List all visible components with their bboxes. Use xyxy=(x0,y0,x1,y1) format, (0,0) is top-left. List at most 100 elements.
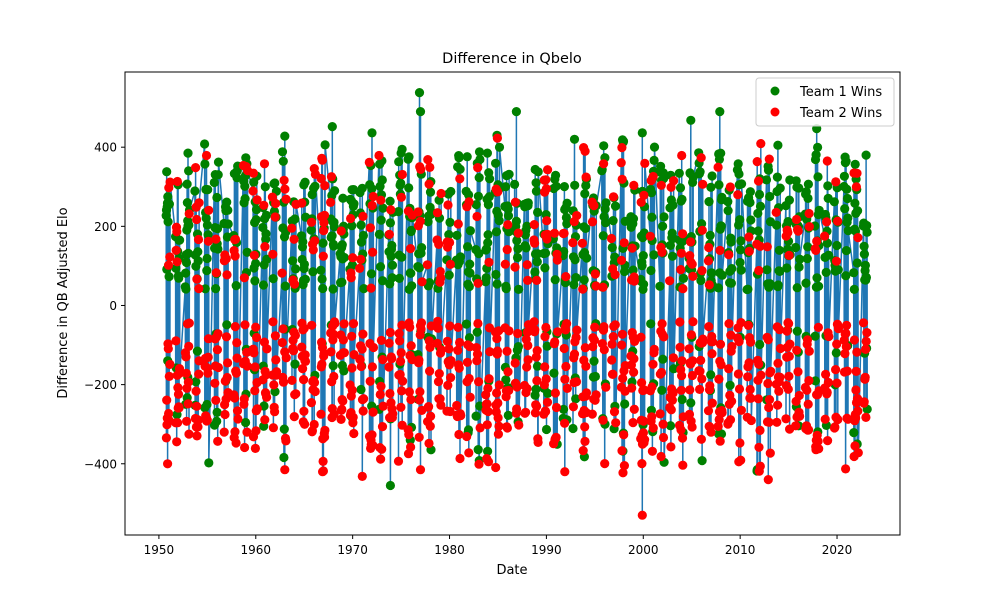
team2-win-point xyxy=(298,364,308,374)
team2-win-point xyxy=(415,465,426,475)
team1-win-point xyxy=(755,339,765,350)
team2-win-point xyxy=(640,158,650,168)
team1-win-point xyxy=(329,222,339,232)
team1-win-point xyxy=(570,255,580,265)
team2-win-point xyxy=(775,343,786,354)
team2-win-point xyxy=(493,187,503,197)
team2-win-point xyxy=(289,234,299,244)
team2-win-point xyxy=(648,359,658,369)
team2-win-point xyxy=(193,415,203,425)
team1-win-point xyxy=(783,217,793,227)
team1-win-point xyxy=(549,368,559,378)
team2-win-point xyxy=(319,226,329,236)
team1-win-point xyxy=(174,273,184,283)
team2-win-point xyxy=(465,392,475,402)
team2-win-point xyxy=(812,236,822,246)
team1-win-point xyxy=(212,416,222,426)
team1-win-point xyxy=(261,229,271,239)
team2-win-point xyxy=(269,380,279,390)
team2-win-point xyxy=(492,346,503,356)
team2-win-point xyxy=(163,344,173,354)
team2-win-point xyxy=(560,418,570,428)
team2-win-point xyxy=(368,342,379,353)
team2-win-point xyxy=(270,331,280,341)
team2-win-point xyxy=(192,214,202,225)
team2-win-point xyxy=(676,425,686,435)
team1-win-point xyxy=(318,283,328,294)
team2-win-point xyxy=(376,335,386,345)
team2-win-point xyxy=(221,332,232,342)
team1-win-point xyxy=(849,284,859,294)
team1-win-point xyxy=(406,268,416,278)
y-axis-label: Difference in QB Adjusted Elo xyxy=(56,207,71,398)
team2-win-point xyxy=(636,332,646,342)
team2-win-point xyxy=(398,376,408,386)
team2-win-point xyxy=(851,366,861,376)
team2-win-point xyxy=(523,355,533,365)
team2-win-point xyxy=(599,322,609,332)
team2-win-point xyxy=(755,425,765,435)
team2-win-point xyxy=(281,436,291,446)
team1-win-point xyxy=(716,429,727,439)
team1-win-point xyxy=(530,267,540,277)
team2-win-point xyxy=(697,225,707,235)
team2-win-point xyxy=(472,211,482,222)
team2-win-point xyxy=(289,279,300,289)
team1-win-point xyxy=(503,204,513,214)
team1-win-point xyxy=(406,225,416,235)
team1-win-point xyxy=(716,148,726,158)
team1-win-point xyxy=(385,480,395,491)
team2-win-point xyxy=(453,219,463,229)
team2-win-point xyxy=(318,251,328,261)
team2-win-point xyxy=(482,420,492,430)
team2-win-point xyxy=(280,465,290,475)
team2-win-point xyxy=(784,250,794,260)
team2-win-point xyxy=(696,153,706,163)
team2-win-point xyxy=(453,345,463,355)
team2-win-point xyxy=(820,231,830,241)
team2-win-point xyxy=(736,455,746,465)
team2-win-point xyxy=(317,155,327,165)
team1-win-point xyxy=(715,107,725,117)
team2-win-point xyxy=(813,322,824,332)
team2-win-point xyxy=(610,320,620,330)
team2-win-point xyxy=(608,332,618,342)
team1-win-point xyxy=(646,319,656,329)
team2-win-point xyxy=(754,265,764,276)
team2-win-point xyxy=(543,165,553,175)
team2-win-point xyxy=(572,211,582,221)
team2-win-point xyxy=(161,433,171,443)
team1-win-point xyxy=(240,194,250,204)
team1-win-point xyxy=(414,88,425,98)
team2-win-point xyxy=(446,373,456,383)
team2-win-point xyxy=(233,414,243,424)
team2-win-point xyxy=(684,344,694,354)
team2-win-point xyxy=(513,228,523,238)
team2-win-point xyxy=(581,172,591,182)
team2-win-point xyxy=(316,409,326,419)
team1-win-point xyxy=(182,179,192,189)
team2-win-point xyxy=(250,443,260,453)
team1-win-point xyxy=(803,242,813,252)
team1-win-point xyxy=(203,230,213,240)
team2-win-point xyxy=(833,216,843,226)
team1-win-point xyxy=(853,206,863,216)
team2-win-point xyxy=(616,255,627,265)
team1-win-point xyxy=(183,248,193,258)
team1-win-point xyxy=(222,320,232,330)
team2-win-point xyxy=(231,438,241,448)
team1-win-point xyxy=(359,284,369,294)
team2-win-point xyxy=(841,342,851,352)
team2-win-point xyxy=(287,375,297,385)
team1-win-point xyxy=(404,183,414,193)
team1-win-point xyxy=(842,184,852,194)
team2-win-point xyxy=(599,345,609,355)
team2-win-point xyxy=(636,197,646,207)
team2-win-point xyxy=(552,255,563,265)
team2-win-point xyxy=(192,274,202,284)
team2-win-point xyxy=(562,383,572,393)
team2-win-point xyxy=(560,467,570,477)
team2-win-point xyxy=(707,398,717,408)
team2-win-point xyxy=(746,393,756,403)
team2-win-point xyxy=(705,381,715,391)
